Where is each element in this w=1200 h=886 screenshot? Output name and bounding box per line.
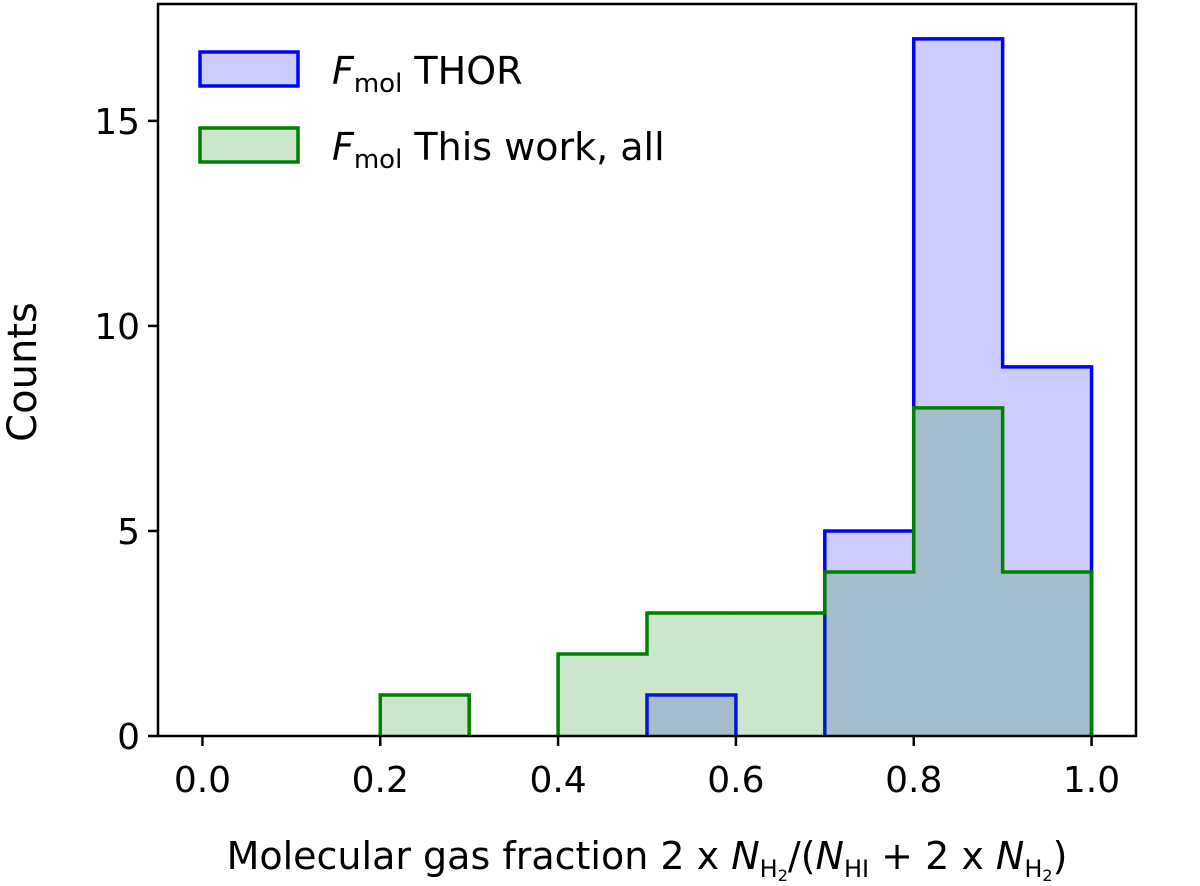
x-tick-label: 0.2 [352,760,409,801]
x-axis-label: Molecular gas fraction 2 x NH2/(NHI + 2 … [227,834,1068,885]
histogram-bar [1002,571,1092,736]
x-tick-label: 1.0 [1063,760,1120,801]
x-axis-label-nh2: N [731,834,759,878]
legend-label: Fmol This work, all [332,125,665,175]
x-axis-label-subsub: 2 [778,866,788,885]
x-tick-label: 0.4 [529,760,586,801]
x-axis-label-nhi: N [816,834,844,878]
legend: Fmol THOR Fmol This work, all [198,49,665,175]
x-tick-label: 0.6 [707,760,764,801]
histogram-bar [380,694,470,736]
x-axis-label-subsub: 2 [1042,866,1052,885]
histogram-bar [913,38,1003,737]
x-tick-label: 0.8 [885,760,942,801]
x-tick-label: 0.0 [174,760,231,801]
histogram-bar [647,694,736,736]
series-2 [378,406,1094,736]
histogram-bar [647,612,736,736]
axes-frame [156,2,1138,738]
y-tick-label: 5 [117,512,140,553]
x-axis-label-sub: H [1024,855,1042,883]
histogram-bar [1002,366,1092,736]
histogram-bar [558,653,647,736]
y-tick-label: 15 [94,102,140,143]
y-axis: 0 5 10 15 [94,102,158,758]
histogram-outline [378,406,1094,736]
plot-area [378,37,1094,737]
y-tick-label: 10 [94,307,140,348]
x-axis-label-text: Molecular gas fraction 2 x [227,834,732,878]
x-axis-label-sub: HI [844,855,869,883]
x-axis-label-text: ) [1053,834,1068,878]
series-1 [645,37,1094,737]
y-axis-label: Counts [0,302,46,442]
legend-swatch [198,50,300,88]
legend-label: Fmol THOR [332,49,523,99]
histogram-bar [824,571,914,736]
histogram-bar [824,530,914,736]
x-axis-label-sub: H [760,855,778,883]
y-tick-label: 0 [117,717,140,758]
histogram-bar [735,612,825,736]
x-axis-label-nh2: N [996,834,1024,878]
histogram-bar [913,407,1003,736]
x-axis-label-text: /( [788,834,816,878]
legend-item: Fmol THOR [198,49,523,99]
histogram-outline [645,37,1094,736]
x-axis-label-text: + 2 x [869,834,996,878]
legend-swatch [198,126,300,164]
legend-item: Fmol This work, all [198,125,665,175]
x-axis: 0.0 0.2 0.4 0.6 0.8 1.0 [174,736,1120,801]
